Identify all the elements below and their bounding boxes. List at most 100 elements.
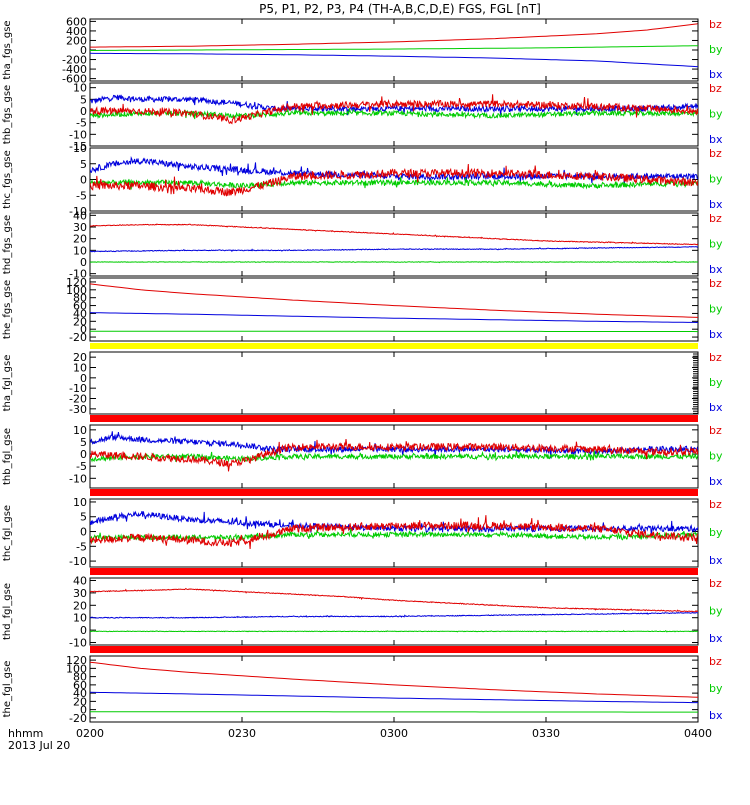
y-tick-label: -20 — [69, 712, 87, 725]
legend-bz: bz — [709, 351, 722, 364]
legend-bz: bz — [709, 577, 722, 590]
legend-by: by — [709, 605, 723, 618]
y-tick-label: 0 — [80, 526, 87, 539]
legend-bz: bz — [709, 655, 722, 668]
series-line-by — [90, 261, 698, 262]
y-tick-label: -20 — [69, 331, 87, 344]
panel-ylabel: the_fgs_gse — [2, 280, 13, 339]
panel-thc_fgl_gse: 10 5 0-5 -10 thc_fgl_gse bz by bx — [2, 496, 723, 568]
panel-frame — [90, 352, 698, 414]
y-tick-label: 0 — [80, 448, 87, 461]
legend-bz: bz — [709, 424, 722, 437]
x-tick-label: 0200 — [76, 727, 104, 740]
legend-bx: bx — [709, 709, 723, 722]
y-tick-label: 40 — [73, 574, 87, 587]
chart-title: P5, P1, P2, P3, P4 (TH-A,B,C,D,E) FGS, F… — [259, 2, 541, 16]
panel-ylabel: thc_fgl_gse — [2, 505, 13, 561]
y-tick-label: -5 — [76, 460, 87, 473]
panel-ylabel: thd_fgl_gse — [2, 583, 13, 640]
legend-by: by — [709, 303, 723, 316]
x-tick-label: 0330 — [532, 727, 560, 740]
y-tick-label: 5 — [80, 436, 87, 449]
legend-bz: bz — [709, 147, 722, 160]
legend-bx: bx — [709, 475, 723, 488]
legend-bz: bz — [709, 277, 722, 290]
y-tick-label: 5 — [80, 511, 87, 524]
y-tick-label: -10 — [69, 637, 87, 650]
series-line-bx — [90, 613, 698, 619]
panel-ylabel: tha_fgl_gse — [2, 355, 13, 412]
legend-by: by — [709, 526, 723, 539]
y-tick-label: 5 — [80, 158, 87, 171]
legend-bz: bz — [709, 82, 722, 95]
legend-bx: bx — [709, 198, 723, 211]
series-line-bx — [90, 53, 698, 66]
legend-by: by — [709, 108, 723, 121]
data-gap-band — [90, 489, 698, 496]
series-line-by — [90, 631, 698, 632]
panel-ylabel: tha_fgs_gse — [2, 20, 13, 79]
x-tick-label: 0400 — [684, 727, 712, 740]
data-gap-band — [90, 568, 698, 575]
x-tick-label: 0300 — [380, 727, 408, 740]
legend-by: by — [709, 682, 723, 695]
series-line-bz — [90, 284, 698, 318]
panel-ylabel: thb_fgs_gse — [2, 85, 13, 144]
legend-bx: bx — [709, 263, 723, 276]
legend-bx: bx — [709, 554, 723, 567]
y-tick-label: -10 — [69, 555, 87, 568]
y-tick-label: 10 — [73, 142, 87, 155]
data-gap-band — [90, 415, 698, 422]
y-tick-label: 0 — [80, 174, 87, 187]
series-line-bz — [90, 662, 698, 697]
y-tick-label: -30 — [69, 403, 87, 416]
series-line-bx — [90, 511, 698, 536]
legend-bz: bz — [709, 212, 722, 225]
data-gap-band — [90, 646, 698, 653]
panel-frame — [90, 499, 698, 567]
panel-frame — [90, 213, 698, 276]
legend-bx: bx — [709, 401, 723, 414]
legend-by: by — [709, 43, 723, 56]
y-tick-label: 0 — [80, 624, 87, 637]
y-tick-label: 10 — [73, 496, 87, 509]
series-line-bz — [90, 24, 698, 47]
panel-ylabel: the_fgl_gse — [2, 661, 13, 718]
legend-bx: bx — [709, 328, 723, 341]
panel-ylabel: thd_fgs_gse — [2, 215, 13, 274]
legend-bx: bx — [709, 133, 723, 146]
legend-by: by — [709, 173, 723, 186]
series-line-bz — [90, 224, 698, 245]
y-tick-label: -5 — [76, 540, 87, 553]
legend-bz: bz — [709, 498, 722, 511]
legend-by: by — [709, 376, 723, 389]
series-line-bz — [90, 94, 698, 123]
legend-by: by — [709, 238, 723, 251]
panel-ylabel: thc_fgs_gse — [2, 150, 13, 209]
series-line-bx — [90, 247, 698, 252]
legend-by: by — [709, 450, 723, 463]
y-tick-label: -10 — [69, 472, 87, 485]
y-tick-label: 10 — [73, 424, 87, 437]
y-tick-label: 10 — [73, 612, 87, 625]
y-tick-label: 20 — [73, 599, 87, 612]
x-axis-label-date: 2013 Jul 20 — [8, 739, 70, 752]
y-tick-label: -5 — [76, 189, 87, 202]
series-line-bx — [90, 158, 698, 185]
series-line-bz — [90, 164, 698, 196]
panel-ylabel: thb_fgl_gse — [2, 428, 13, 485]
x-tick-label: 0230 — [228, 727, 256, 740]
panel-frame — [90, 578, 698, 645]
legend-bx: bx — [709, 68, 723, 81]
